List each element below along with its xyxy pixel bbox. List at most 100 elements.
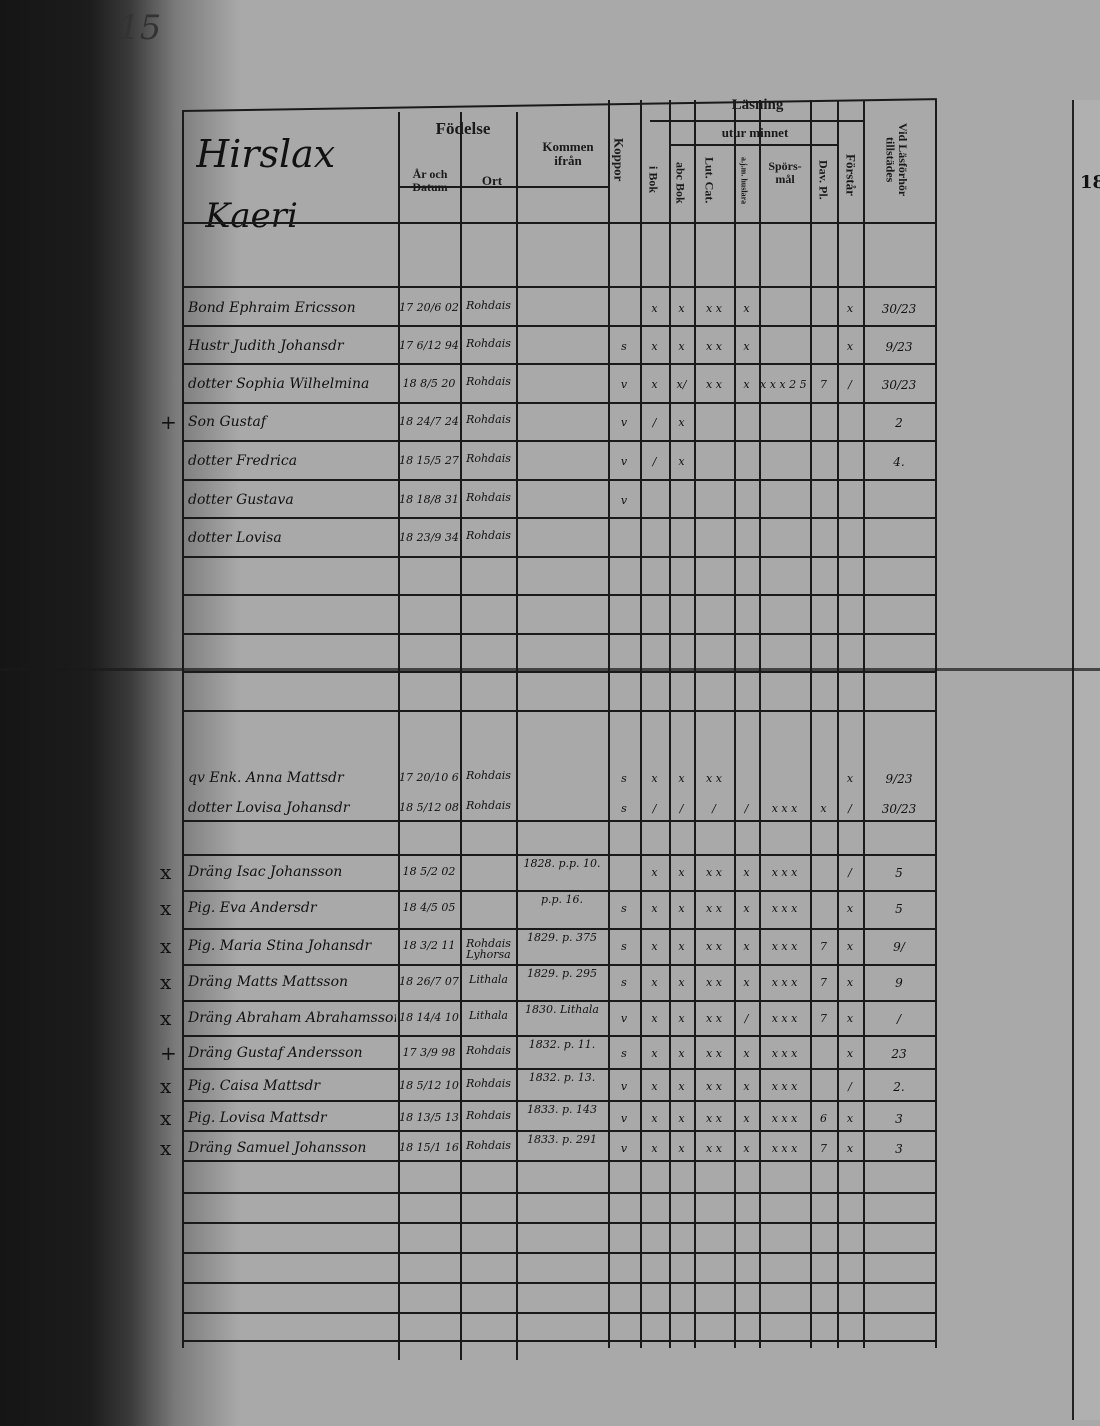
reading-mark: 7	[820, 940, 827, 953]
came-from: p.p. 16.	[540, 893, 584, 906]
birth-date: 18 24/7 24	[399, 415, 459, 428]
row-rule	[182, 478, 937, 481]
reading-mark: x x	[706, 902, 722, 915]
reading-mark: x x	[706, 866, 722, 879]
birth-date: 18 26/7 07	[399, 975, 459, 988]
header-utur-minnet: utur minnet	[721, 125, 789, 140]
row-rule	[182, 1035, 937, 1037]
reading-mark: 9/23	[885, 772, 913, 786]
header-fodelse: Födelse	[435, 119, 491, 138]
row-rule	[182, 401, 937, 404]
row-mark: x	[160, 896, 172, 920]
table-row: dotter Lovisa Johansdr 18 5/12 08 Rohdais s…	[0, 790, 1100, 824]
column-rule	[182, 110, 184, 1348]
person-name: qv Enk. Anna Mattsdr	[188, 770, 344, 786]
reading-mark: x	[678, 772, 685, 785]
table-row: x Dräng Matts Mattsson 18 26/7 07 Lithala 18…	[0, 964, 1100, 998]
row-rule	[182, 1222, 937, 1224]
reading-mark: x x	[706, 378, 722, 391]
birth-place: Rohdais	[466, 376, 511, 387]
row-rule	[182, 964, 937, 966]
reading-mark: x	[651, 1047, 658, 1060]
came-from: 1832. p. 11.	[528, 1038, 596, 1051]
reading-mark: x	[743, 1080, 750, 1093]
row-rule	[182, 324, 937, 327]
reading-mark: /	[679, 802, 684, 815]
birth-place: Rohdais	[466, 338, 511, 349]
reading-mark: x	[651, 340, 658, 353]
row-rule	[182, 1068, 937, 1070]
reading-mark: v	[620, 378, 628, 391]
person-name: Son Gustaf	[188, 414, 267, 430]
row-rule	[182, 1192, 937, 1194]
person-name: Pig. Lovisa Mattsdr	[188, 1110, 327, 1126]
reading-mark: 6	[820, 1112, 827, 1125]
column-rule	[759, 100, 761, 1348]
reading-mark: x x	[706, 940, 722, 953]
column-rule	[608, 100, 610, 1348]
birth-place: Rohdais	[466, 770, 511, 781]
row-rule	[182, 1340, 937, 1342]
reading-mark: s	[621, 976, 627, 989]
row-rule	[182, 555, 937, 558]
row-rule	[182, 1312, 937, 1314]
row-mark: x	[160, 1106, 172, 1130]
person-name: Dräng Samuel Johansson	[188, 1140, 367, 1156]
reading-mark: x	[820, 802, 827, 815]
table-row: Bond Ephraim Ericsson 17 20/6 02 Rohdais x x…	[0, 290, 1100, 324]
reading-mark: 4.	[893, 455, 905, 469]
birth-date: 18 15/1 16	[399, 1141, 459, 1154]
person-name: Bond Ephraim Ericsson	[188, 300, 356, 316]
reading-mark: x	[651, 1112, 658, 1125]
birth-date: 18 23/9 34	[399, 531, 459, 544]
row-rule	[182, 709, 937, 712]
reading-mark: x	[651, 1080, 658, 1093]
table-row: dotter Lovisa 18 23/9 34 Rohdais	[0, 520, 1100, 554]
reading-mark: x	[846, 902, 854, 915]
row-rule	[182, 1100, 937, 1102]
reading-mark: x	[678, 1080, 685, 1093]
reading-mark: x x x	[771, 866, 798, 879]
reading-mark: s	[621, 772, 627, 785]
birth-date: 18 5/12 10	[399, 1079, 459, 1092]
column-rule	[694, 100, 696, 1348]
reading-mark: x	[651, 940, 658, 953]
reading-mark: s	[621, 940, 627, 953]
reading-mark: x x	[706, 1047, 722, 1060]
reading-mark: 7	[820, 378, 827, 391]
reading-mark: x	[678, 1142, 685, 1155]
person-name: dotter Lovisa Johansdr	[188, 800, 350, 816]
row-rule	[182, 1160, 937, 1162]
reading-mark: 5	[895, 902, 903, 916]
row-rule	[182, 890, 937, 892]
reading-mark: /	[712, 802, 716, 815]
scan-shadow	[0, 0, 260, 1426]
reading-mark: x	[651, 866, 658, 879]
reading-mark: 30/23	[881, 302, 917, 316]
birth-date: 18 5/2 02	[402, 865, 456, 878]
person-name: dotter Fredrica	[188, 453, 298, 469]
table-row: + Dräng Gustaf Andersson 17 3/9 98 Rohdais 1…	[0, 1035, 1100, 1069]
table-row: + Son Gustaf 18 24/7 24 Rohdais v / x 2	[0, 404, 1100, 438]
header-sporsmal: Spörs-mål	[768, 159, 802, 186]
reading-mark: /	[848, 378, 852, 391]
reading-mark: x x x 2 5 2	[760, 378, 809, 391]
reading-mark: x x	[706, 340, 722, 353]
reading-mark: x	[678, 940, 685, 953]
column-rule	[460, 112, 462, 1360]
reading-mark: x x	[706, 302, 722, 315]
person-name: dotter Sophia Wilhelmina	[188, 376, 370, 392]
reading-mark: /	[896, 1012, 902, 1026]
reading-mark: x	[743, 378, 750, 391]
reading-mark: x	[743, 940, 750, 953]
header-ajm: a.j.m. huslara	[739, 157, 749, 205]
reading-mark: /	[848, 802, 852, 815]
reading-mark: x	[651, 772, 658, 785]
reading-mark: x	[651, 976, 658, 989]
person-name: Dräng Isac Johansson	[188, 864, 343, 880]
reading-mark: x x x	[771, 976, 798, 989]
column-rule	[640, 100, 642, 1348]
reading-mark: 7	[820, 1142, 827, 1155]
facing-page-year: 18	[1080, 172, 1100, 193]
column-rule	[935, 100, 937, 1348]
